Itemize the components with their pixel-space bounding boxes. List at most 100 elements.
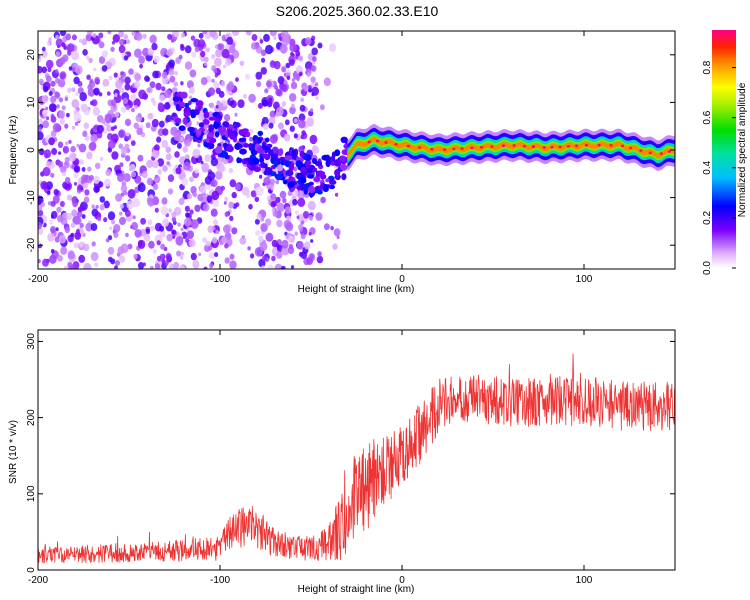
spectrogram-cell	[443, 148, 447, 151]
spectrogram-cell	[311, 47, 319, 56]
spectrogram-cell	[206, 195, 213, 203]
spectrogram-cell	[125, 131, 130, 137]
spectrogram-cell	[265, 218, 272, 226]
spectrogram-cell	[648, 151, 652, 155]
spectrogram-cell	[264, 88, 269, 94]
spectrogram-cell	[261, 255, 267, 262]
spectrogram-cell	[266, 143, 273, 148]
spectrogram-cell	[314, 82, 319, 87]
spectrogram-cell	[73, 171, 79, 178]
spectrogram-cell	[270, 201, 276, 208]
spectrogram-cell	[78, 254, 86, 263]
spectrogram-cell	[98, 41, 105, 49]
spectrogram-cell	[286, 75, 291, 80]
spectrogram-cell	[63, 161, 70, 169]
spectrogram-cell	[266, 100, 273, 108]
spectrogram-cell	[50, 113, 55, 119]
spectrogram-cell	[331, 151, 336, 159]
spectrogram-cell	[111, 219, 116, 225]
spectrogram-cell	[255, 71, 263, 80]
spectrogram-cell	[254, 42, 260, 50]
spectrogram-cell	[93, 87, 100, 96]
spectrogram-cell	[177, 222, 181, 227]
spectrogram-cell	[38, 197, 42, 206]
spectrogram-cell	[56, 104, 60, 109]
spectrogram-cell	[288, 235, 296, 244]
spectrogram-cell	[417, 146, 422, 149]
spectrogram-cell	[221, 236, 227, 243]
spectrogram-cell	[38, 54, 41, 59]
spectrogram-cell	[198, 252, 202, 257]
spectrogram-cell	[211, 190, 220, 201]
spectrogram-cell	[334, 192, 339, 197]
spectrogram-cell	[114, 93, 118, 97]
spectrogram-cell	[107, 133, 113, 140]
snr-x-label: Height of straight line (km)	[298, 584, 415, 595]
spectrogram-cell	[47, 232, 55, 242]
spectrogram-cell	[184, 111, 191, 117]
snr-frame	[37, 329, 676, 571]
spectrogram-cell	[165, 114, 172, 123]
spectrogram-cell	[51, 147, 58, 156]
spectrogram-cell	[204, 62, 208, 67]
colorbar-tick-label: 0.4	[702, 160, 713, 174]
spectrogram-cell	[315, 212, 323, 221]
spectrogram-cell	[61, 105, 66, 111]
spectrogram-x-ticks: -200 -100 0 100	[28, 31, 593, 285]
spectrogram-cell	[175, 167, 182, 175]
spectrogram-cell	[229, 179, 237, 188]
spectrogram-cell	[141, 170, 148, 179]
spectrogram-cell	[42, 166, 51, 177]
spectrogram-cell	[160, 243, 166, 250]
spectrogram-cell	[288, 163, 294, 172]
spectrogram-cell	[299, 183, 306, 191]
spectrogram-cell	[183, 161, 191, 171]
spectrogram-cell	[259, 241, 268, 252]
spectrogram-cell	[175, 103, 180, 110]
spectrogram-cell	[198, 113, 205, 121]
spectrogram-cell	[137, 262, 145, 269]
spectrogram-cell	[157, 102, 164, 109]
spectrogram-cell	[272, 211, 278, 217]
spectrogram-cell	[542, 146, 546, 149]
spectrogram-cell	[85, 222, 93, 232]
spectrogram-cell	[136, 176, 141, 181]
spectrogram-cell	[114, 111, 120, 118]
spectrogram-cell	[185, 238, 190, 243]
spectrogram-cell	[235, 202, 240, 208]
spectrogram-x-tick-label: 100	[576, 274, 593, 285]
spectrogram-cell	[126, 200, 134, 210]
spectrogram-cell	[42, 258, 49, 267]
spectrogram-cell	[50, 80, 56, 87]
spectrogram-cell	[229, 132, 236, 140]
spectrogram-cell	[202, 203, 210, 212]
spectrogram-cell	[59, 200, 65, 208]
spectrogram-cell	[297, 213, 304, 222]
spectrogram-cell	[460, 147, 464, 150]
spectrogram-cell	[297, 55, 304, 62]
spectrogram-cell	[239, 148, 247, 155]
spectrogram-cell	[254, 196, 260, 202]
spectrogram-cell	[273, 159, 279, 168]
spectrogram-cell	[171, 216, 177, 222]
spectrogram-cell	[180, 32, 185, 38]
spectrogram-cell	[290, 52, 294, 57]
spectrogram-cell	[213, 219, 218, 226]
spectrogram-x-label: Height of straight line (km)	[298, 284, 415, 295]
spectrogram-cell	[93, 175, 100, 184]
spectrogram-cell	[197, 143, 201, 148]
spectrogram-cell	[148, 240, 155, 249]
spectrogram-cell	[50, 172, 55, 178]
spectrogram-cell	[173, 131, 182, 142]
spectrogram-cell	[255, 229, 261, 237]
spectrogram-cell	[147, 47, 155, 56]
spectrogram-cell	[146, 197, 152, 203]
spectrogram-cell	[300, 251, 308, 259]
spectrogram-cell	[114, 265, 118, 269]
spectrogram-cell	[156, 240, 161, 246]
spectrogram-cell	[134, 48, 142, 58]
spectrogram-cell	[171, 229, 176, 235]
spectrogram-cell	[329, 179, 337, 185]
spectrogram-cell	[224, 154, 230, 160]
spectrogram-cell	[50, 226, 56, 234]
